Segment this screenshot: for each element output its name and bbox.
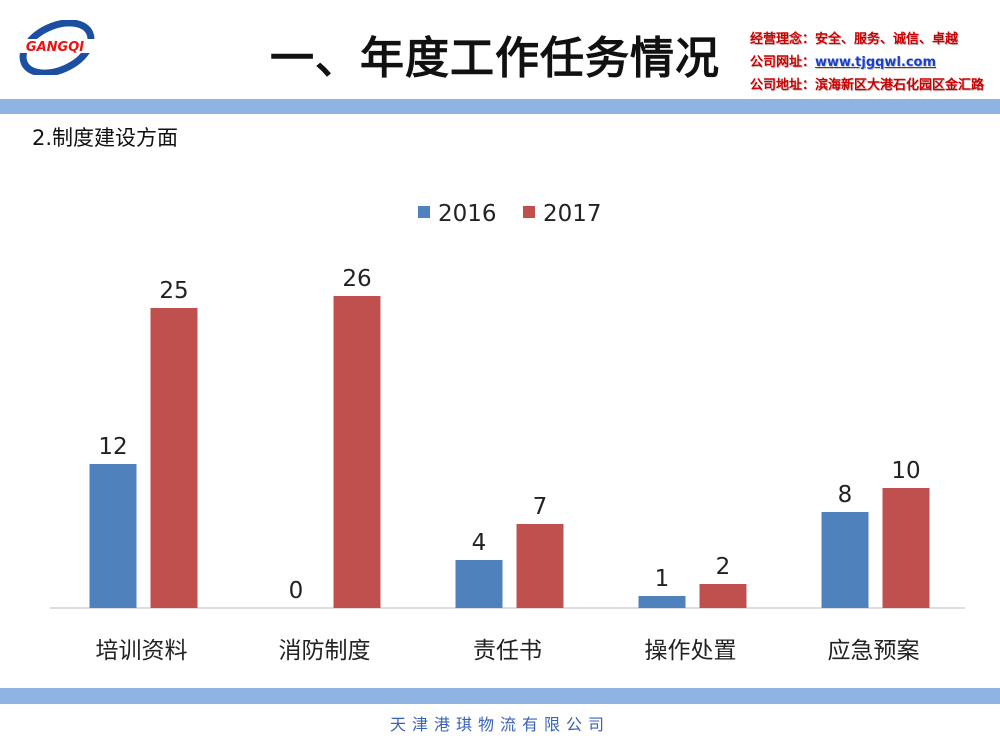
legend-label-2016: 2016 [438,201,497,227]
bar-2016-0 [89,464,137,608]
bar-2016-3 [638,596,686,608]
data-label-2016-4: 8 [838,482,853,508]
company-info: 经营理念：安全、服务、诚信、卓越 公司网址：www.tjgqwl.com 公司地… [750,28,984,97]
data-label-2016-3: 1 [655,566,670,592]
category-label-4: 应急预案 [828,638,920,664]
bar-2016-4 [821,512,869,608]
data-label-2017-1: 26 [342,266,371,292]
legend-label-2017: 2017 [543,201,602,227]
legend-swatch-2017 [523,206,535,218]
website-label: 公司网址： [750,55,816,70]
bar-2017-4 [882,488,930,608]
address-value: 滨海新区大港石化园区金汇路 [815,78,985,93]
bar-2017-3 [699,584,747,608]
motto-value: 安全、服务、诚信、卓越 [815,32,959,47]
data-label-2016-2: 4 [472,530,487,556]
motto-label: 经营理念： [750,32,816,47]
svg-text:GANGQI: GANGQI [26,40,84,55]
data-label-2016-0: 12 [98,434,127,460]
bar-2016-2 [455,560,503,608]
data-label-2017-4: 10 [891,458,920,484]
data-label-2016-1: 0 [289,578,304,604]
category-label-3: 操作处置 [645,638,737,664]
category-label-2: 责任书 [473,638,542,664]
data-label-2017-2: 7 [533,494,548,520]
footer-divider [0,688,1000,704]
data-label-2017-0: 25 [159,278,188,304]
company-name-footer: 天津港琪物流有限公司 [389,715,610,734]
bar-2017-2 [516,524,564,608]
data-label-2017-3: 2 [716,554,731,580]
bar-2017-0 [150,308,198,608]
address-label: 公司地址： [750,78,816,93]
gangqi-logo: GANGQI [5,20,105,75]
category-label-0: 培训资料 [96,638,188,664]
header-divider [0,99,1000,114]
website-link[interactable]: www.tjgqwl.com [815,55,937,70]
bar-2017-1 [333,296,381,608]
category-label-1: 消防制度 [279,638,371,664]
page-title: 一、年度工作任务情况 [270,33,720,84]
section-subtitle: 2.制度建设方面 [32,126,179,150]
legend-swatch-2016 [418,206,430,218]
